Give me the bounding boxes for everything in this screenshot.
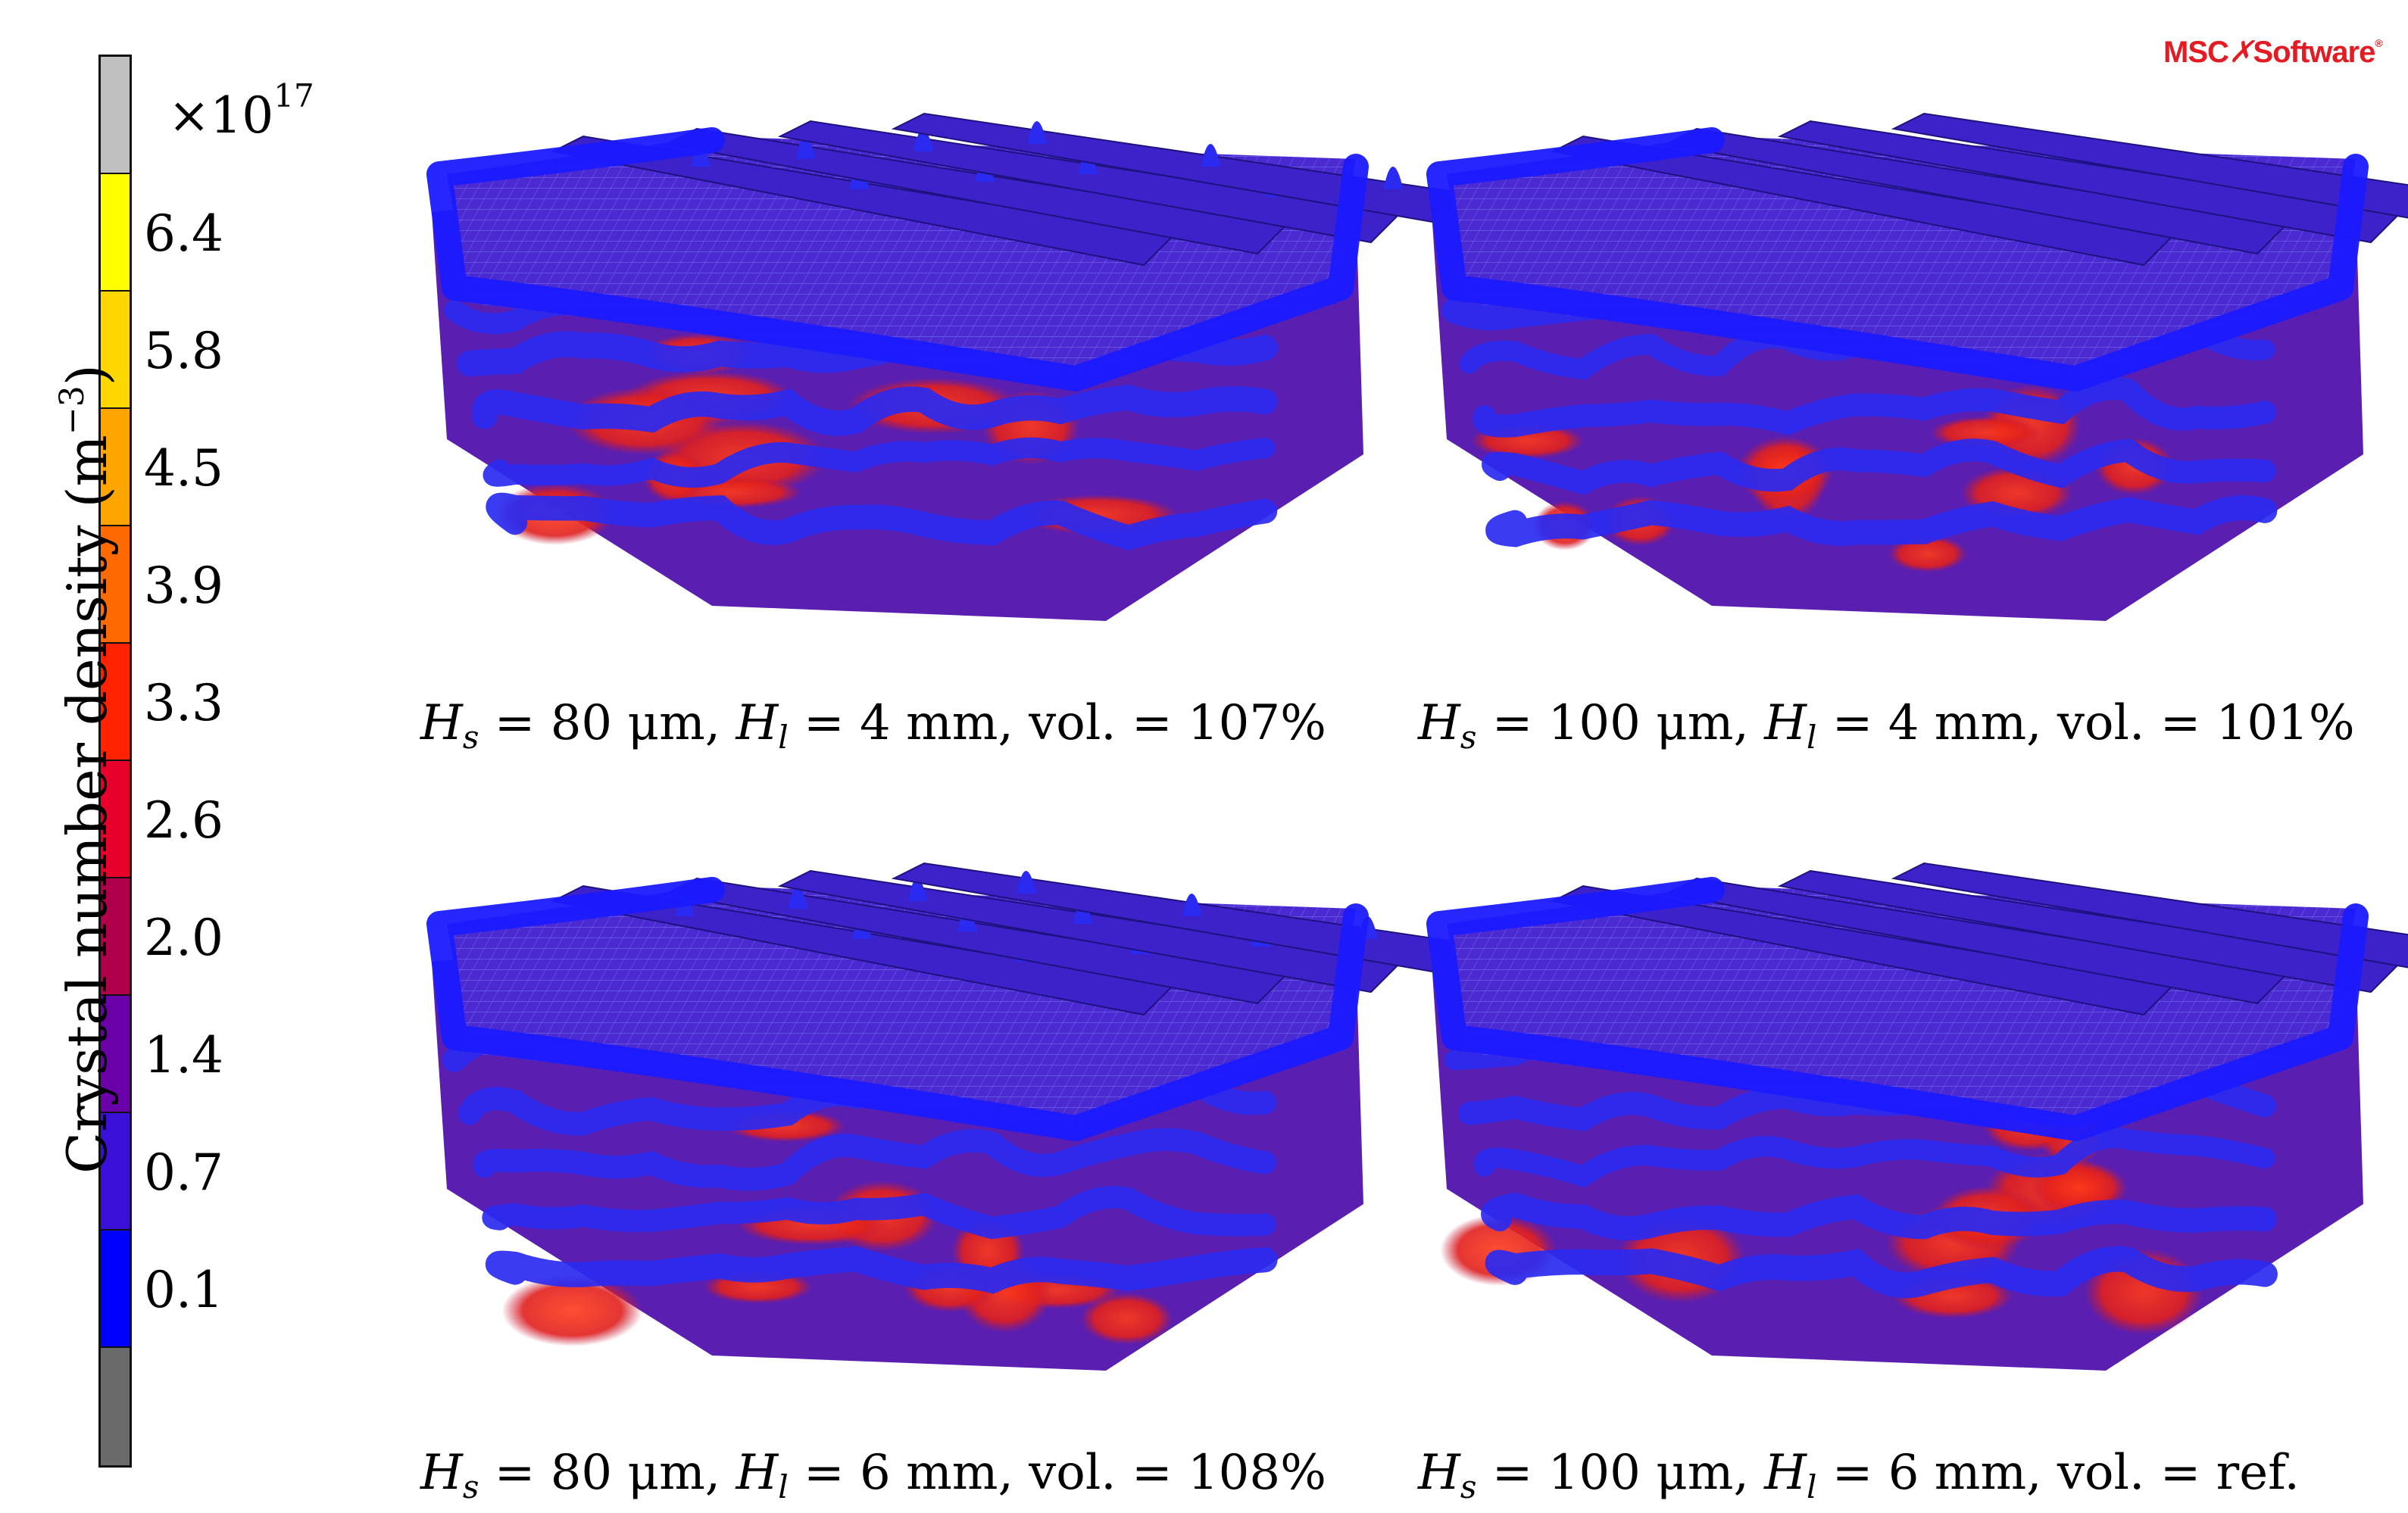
colorbar-segment bbox=[101, 1231, 130, 1348]
colorbar-segment bbox=[101, 1348, 130, 1465]
track-strand bbox=[1474, 1127, 2275, 1188]
render-panel-bottom-right bbox=[1424, 810, 2408, 1386]
track-strand bbox=[486, 1246, 1278, 1294]
track-strand bbox=[1485, 495, 2278, 547]
mesh-render bbox=[426, 112, 1517, 621]
colorbar-segment bbox=[101, 644, 130, 761]
colorbar-segment bbox=[101, 174, 130, 292]
surface-spike bbox=[1027, 121, 1048, 144]
colorbar bbox=[98, 55, 132, 1468]
caption-bottom-left: Hs = 80 μm, Hl = 6 mm, vol. = 108% bbox=[420, 1445, 1326, 1505]
surface-spike bbox=[1017, 871, 1037, 894]
colorbar-segment bbox=[101, 761, 130, 878]
track-strand bbox=[482, 1186, 1276, 1240]
surface-spike bbox=[914, 129, 934, 151]
block-rim bbox=[1426, 877, 2369, 1141]
block-rim bbox=[1426, 127, 2369, 392]
colorbar-tick-label: 2.0 bbox=[144, 908, 223, 967]
colorbar-segment bbox=[101, 57, 130, 174]
surface-spike bbox=[907, 878, 928, 901]
colorbar-tick-label: 4.5 bbox=[144, 438, 223, 498]
track-strand bbox=[483, 437, 1276, 488]
surface-ridge bbox=[1891, 112, 2408, 219]
caption-top-right: Hs = 100 μm, Hl = 4 mm, vol. = 101% bbox=[1418, 695, 2355, 756]
track-strand bbox=[486, 492, 1278, 551]
track-strand bbox=[1473, 376, 2277, 438]
surface-ridge bbox=[1891, 862, 2408, 969]
colorbar-segment bbox=[101, 1113, 130, 1231]
colorbar-tick-label: 0.7 bbox=[144, 1143, 223, 1202]
high-density-region bbox=[1080, 1293, 1173, 1345]
colorbar-segment bbox=[101, 996, 130, 1113]
colorbar-segment bbox=[101, 409, 130, 526]
surface-spike bbox=[1182, 894, 1202, 916]
colorbar-tick-label: 3.3 bbox=[144, 673, 223, 732]
track-strand bbox=[471, 385, 1278, 436]
colorbar-title: Crystal number density (m−3) bbox=[53, 364, 119, 1174]
track-strand bbox=[1482, 438, 2277, 495]
caption-bottom-right: Hs = 100 μm, Hl = 6 mm, vol. = ref. bbox=[1418, 1445, 2300, 1505]
colorbar-tick-label: 0.1 bbox=[144, 1260, 223, 1319]
track-strand bbox=[1485, 1246, 2278, 1299]
surface-spike bbox=[1383, 167, 1404, 189]
track-strand bbox=[1481, 1192, 2278, 1241]
surface-spike bbox=[795, 136, 816, 159]
colorbar-tick-label: 1.4 bbox=[144, 1025, 223, 1084]
mesh-render bbox=[1426, 862, 2408, 1371]
surface-spike bbox=[788, 886, 808, 909]
colorbar-tick-label: 6.4 bbox=[144, 204, 223, 263]
colorbar-segment bbox=[101, 526, 130, 644]
block-rim bbox=[426, 127, 1369, 392]
render-panel-top-left bbox=[424, 61, 1517, 636]
caption-top-left: Hs = 80 μm, Hl = 4 mm, vol. = 107% bbox=[420, 695, 1326, 756]
colorbar-tick-label: 2.6 bbox=[144, 791, 223, 850]
colorbar-tick-label: 3.9 bbox=[144, 556, 223, 615]
colorbar-multiplier: ×1017 bbox=[168, 77, 314, 145]
surface-spike bbox=[1201, 144, 1221, 167]
render-panel-top-right bbox=[1424, 61, 2408, 636]
mesh-render bbox=[1426, 112, 2408, 621]
colorbar-segment bbox=[101, 292, 130, 409]
track-strand bbox=[473, 1128, 1277, 1191]
block-rim bbox=[426, 877, 1369, 1141]
msc-software-logo: MSC✗Software® bbox=[2163, 36, 2383, 69]
mesh-render bbox=[426, 862, 1517, 1371]
colorbar-segment bbox=[101, 878, 130, 996]
high-density-region bbox=[1888, 535, 1967, 572]
high-density-region bbox=[501, 1274, 643, 1346]
colorbar-tick-label: 5.8 bbox=[144, 321, 223, 380]
render-panel-bottom-left bbox=[424, 810, 1517, 1386]
